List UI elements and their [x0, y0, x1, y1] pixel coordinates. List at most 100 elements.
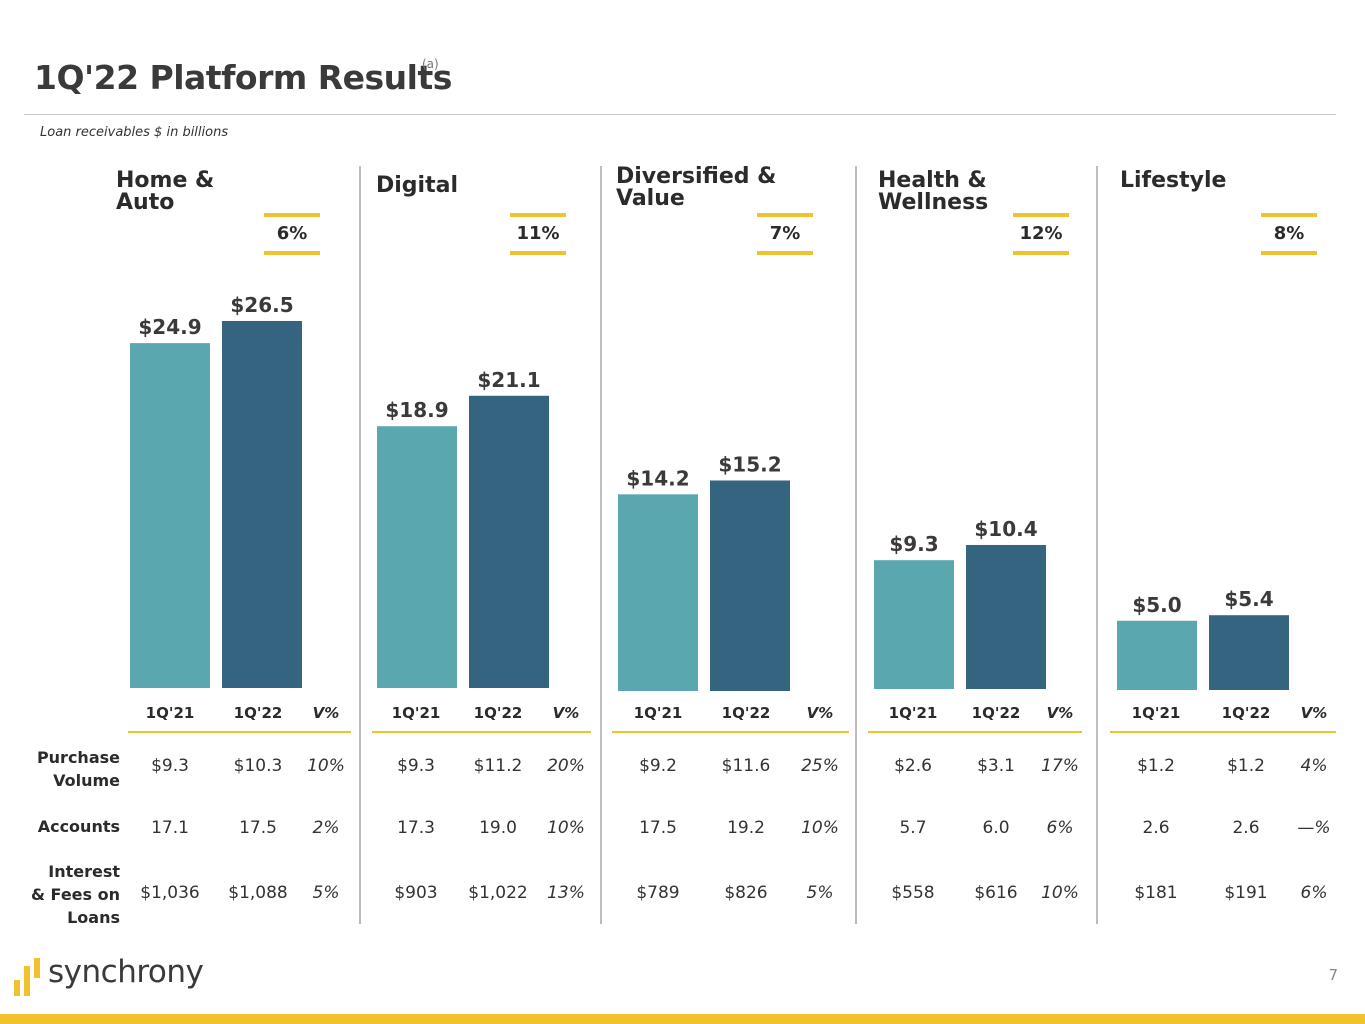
table-cell: 2.6: [1142, 818, 1170, 838]
table-cell: 4%: [1300, 756, 1328, 776]
table-cell: $1,036: [140, 883, 200, 903]
bar-1q21: [1117, 620, 1197, 690]
bar-1q21: [874, 560, 954, 689]
panel-divider: [359, 166, 361, 924]
table-cell: $903: [394, 883, 438, 903]
table-cell: $1,022: [468, 883, 528, 903]
table-cell: 13%: [547, 883, 585, 903]
table-cell: 17.5: [639, 818, 677, 838]
bar-1q21: [377, 426, 457, 688]
bar-value-label: $21.1: [477, 368, 540, 392]
table-header-rule: [612, 731, 849, 733]
table-header-rule: [372, 731, 591, 733]
table-cell: $191: [1224, 883, 1268, 903]
growth-badge: 11%: [510, 213, 566, 255]
table-cell: $616: [974, 883, 1018, 903]
table-cell: $9.3: [397, 756, 435, 776]
bar-value-label: $5.4: [1224, 587, 1273, 611]
table-header-rule: [128, 731, 351, 733]
bar-value-label: $9.3: [889, 532, 938, 556]
bar-1q21: [618, 494, 698, 691]
panel-title: Lifestyle: [1120, 168, 1227, 193]
row-label-accounts: Accounts: [37, 817, 120, 836]
table-cell: 2%: [312, 818, 340, 838]
bar-value-label: $14.2: [626, 466, 689, 490]
col-header-1q22: 1Q'22: [721, 704, 771, 722]
bar-1q22: [222, 320, 302, 688]
col-header-1q21: 1Q'21: [633, 704, 683, 722]
table-cell: $1.2: [1227, 756, 1265, 776]
table-cell: 17.5: [239, 818, 277, 838]
table-cell: 10%: [801, 818, 839, 838]
bar-value-label: $10.4: [974, 517, 1037, 541]
bottom-accent-bar: [0, 1014, 1365, 1024]
bar-value-label: $26.5: [230, 293, 293, 317]
row-label-interest-fees: Interest & Fees on Loans: [31, 862, 120, 927]
table-cell: 6%: [1046, 818, 1074, 838]
table-cell: $3.1: [977, 756, 1015, 776]
table-header-rule: [868, 731, 1082, 733]
growth-badge: 8%: [1261, 213, 1317, 255]
table-cell: 5%: [312, 883, 340, 903]
page-subtitle: Loan receivables $ in billions: [40, 125, 229, 140]
bar-value-label: $15.2: [718, 452, 781, 476]
row-label-purchase-volume: Purchase Volume: [36, 748, 120, 790]
panel-title: Home & Auto: [116, 168, 215, 215]
table-cell: $1.2: [1137, 756, 1175, 776]
synchrony-logo-icon: [14, 958, 40, 996]
table-cell: 10%: [307, 756, 345, 776]
table-cell: $181: [1134, 883, 1178, 903]
table-cell: 17%: [1041, 756, 1079, 776]
bar-1q22: [966, 544, 1046, 689]
col-header-1q21: 1Q'21: [145, 704, 195, 722]
table-cell: $558: [891, 883, 935, 903]
table-cell: $11.6: [721, 756, 771, 776]
page-title: 1Q'22 Platform Results: [34, 58, 452, 97]
table-cell: $9.3: [151, 756, 189, 776]
table-cell: $11.2: [473, 756, 523, 776]
table-cell: $1,088: [228, 883, 288, 903]
col-header-1q22: 1Q'22: [473, 704, 523, 722]
table-cell: $2.6: [894, 756, 932, 776]
panel-title: Health & Wellness: [878, 168, 989, 215]
table-header-rule: [1110, 731, 1336, 733]
panel-title: Digital: [376, 173, 458, 198]
table-cell: $789: [636, 883, 680, 903]
page-number: 7: [1328, 966, 1338, 984]
growth-badge: 12%: [1013, 213, 1069, 255]
panel-divider: [1096, 166, 1098, 924]
bar-1q22: [710, 480, 790, 691]
table-cell: 5%: [806, 883, 834, 903]
table-cell: 19.2: [727, 818, 765, 838]
table-cell: $826: [724, 883, 768, 903]
bar-value-label: $5.0: [1132, 593, 1181, 617]
table-cell: 5.7: [899, 818, 927, 838]
panel-divider: [855, 166, 857, 924]
table-cell: 10%: [1041, 883, 1079, 903]
col-header-1q21: 1Q'21: [391, 704, 441, 722]
col-header-1q22: 1Q'22: [1221, 704, 1271, 722]
table-cell: 10%: [547, 818, 585, 838]
table-cell: 6%: [1300, 883, 1328, 903]
table-cell: 25%: [801, 756, 839, 776]
table-cell: 17.1: [151, 818, 189, 838]
panel-title: Diversified & Value: [616, 164, 777, 211]
panel-divider: [600, 166, 602, 924]
title-divider: [24, 114, 1336, 115]
table-cell: $9.2: [639, 756, 677, 776]
table-cell: 6.0: [982, 818, 1010, 838]
table-cell: $10.3: [233, 756, 283, 776]
col-header-variance: V%: [806, 704, 834, 722]
table-cell: 19.0: [479, 818, 517, 838]
table-cell: 20%: [547, 756, 585, 776]
bar-value-label: $24.9: [138, 315, 201, 339]
bar-1q22: [469, 395, 549, 688]
logo-wordmark: synchrony: [48, 954, 204, 990]
footnote-mark: (a): [422, 57, 439, 71]
bar-1q22: [1209, 615, 1289, 690]
col-header-variance: V%: [312, 704, 340, 722]
col-header-1q21: 1Q'21: [888, 704, 938, 722]
col-header-1q22: 1Q'22: [971, 704, 1021, 722]
growth-badge: 6%: [264, 213, 320, 255]
